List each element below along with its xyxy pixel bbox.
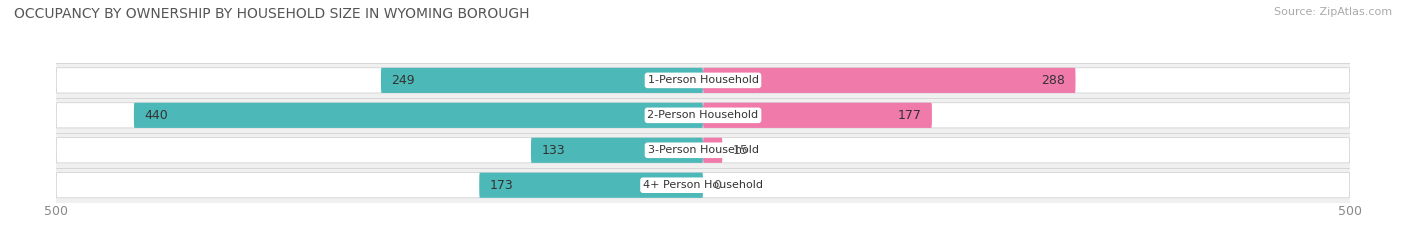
Text: 173: 173 [489, 179, 513, 192]
Text: 0: 0 [713, 179, 721, 192]
FancyBboxPatch shape [703, 68, 1076, 93]
FancyBboxPatch shape [531, 138, 703, 163]
Text: OCCUPANCY BY OWNERSHIP BY HOUSEHOLD SIZE IN WYOMING BOROUGH: OCCUPANCY BY OWNERSHIP BY HOUSEHOLD SIZE… [14, 7, 530, 21]
Text: Source: ZipAtlas.com: Source: ZipAtlas.com [1274, 7, 1392, 17]
Text: 177: 177 [897, 109, 921, 122]
FancyBboxPatch shape [703, 103, 932, 128]
Text: 133: 133 [541, 144, 565, 157]
FancyBboxPatch shape [56, 68, 1350, 93]
FancyBboxPatch shape [56, 138, 1350, 163]
Text: 288: 288 [1042, 74, 1066, 87]
Text: 440: 440 [145, 109, 167, 122]
Text: 4+ Person Household: 4+ Person Household [643, 180, 763, 190]
FancyBboxPatch shape [56, 173, 1350, 198]
FancyBboxPatch shape [56, 103, 1350, 128]
FancyBboxPatch shape [479, 173, 703, 198]
FancyBboxPatch shape [381, 68, 703, 93]
Text: 249: 249 [391, 74, 415, 87]
Text: 15: 15 [733, 144, 748, 157]
Text: 2-Person Household: 2-Person Household [647, 110, 759, 120]
Text: 3-Person Household: 3-Person Household [648, 145, 758, 155]
Text: 1-Person Household: 1-Person Household [648, 75, 758, 85]
FancyBboxPatch shape [134, 103, 703, 128]
FancyBboxPatch shape [703, 138, 723, 163]
